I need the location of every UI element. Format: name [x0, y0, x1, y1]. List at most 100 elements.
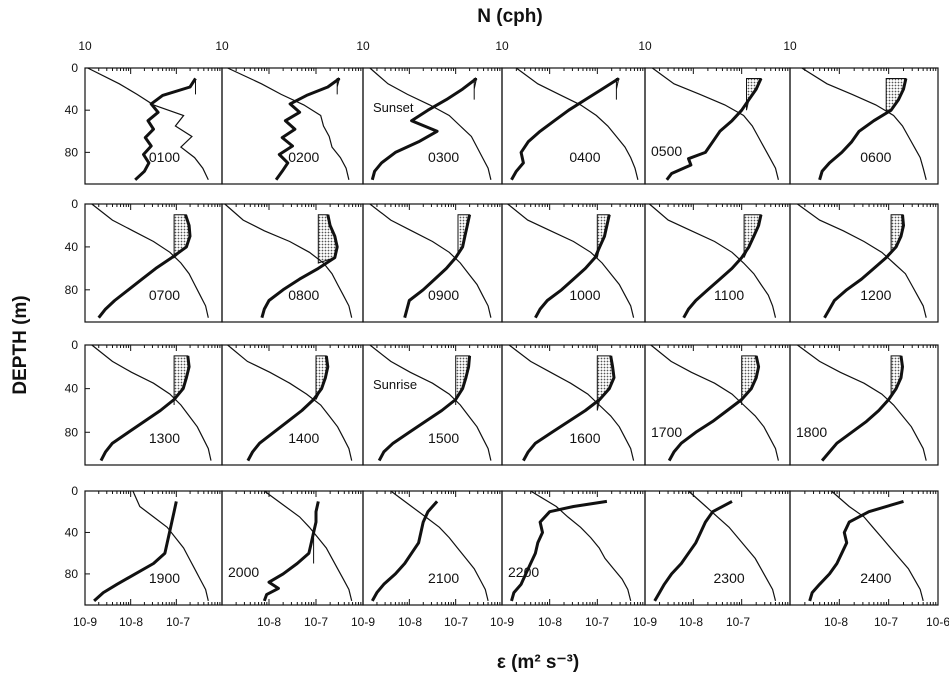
bottom-tick-label: 10-8 [538, 615, 562, 629]
profile-panel: 1200 [789, 203, 939, 323]
tick-labels-layer: 0 40 80 0 40 80 0 40 80 0 40 80 10 10 10 10 10 10 10-9 10-8… [65, 39, 949, 629]
epsilon-profile-line [808, 499, 904, 602]
epsilon-profile-line [522, 355, 616, 462]
top-axis-title: N (cph) [477, 6, 542, 27]
panels-layer: 0100 0200 0300 Sunset 0400 0500 0600 0700 0800 09… [84, 67, 939, 606]
panel-frame [644, 344, 791, 466]
n-profile-line [801, 67, 927, 180]
profile-panel: 0300 Sunset [362, 67, 503, 185]
bottom-tick-label: 10-7 [585, 615, 609, 629]
top-tick-label: 10 [356, 39, 370, 53]
n-profile-line [369, 67, 492, 180]
profile-panel: 1400 [221, 344, 364, 466]
profile-panel: 2200 [501, 490, 646, 606]
n-profile-line [132, 490, 209, 602]
top-tick-label: 10 [495, 39, 509, 53]
n-profile-line [797, 344, 927, 461]
epsilon-profile-line [262, 501, 320, 602]
n-profile-line [224, 203, 353, 318]
epsilon-profile-line [93, 501, 178, 603]
n-profile-line [263, 490, 353, 602]
panel-frame [789, 490, 939, 606]
profile-panel: 2300 [644, 490, 791, 606]
bottom-axis-title: ε (m² s⁻³) [497, 652, 579, 673]
epsilon-profile-line [682, 214, 763, 319]
profile-panel: 0100 [84, 67, 223, 185]
panel-frame [501, 67, 646, 185]
bottom-tick-label: 10-8 [257, 615, 281, 629]
bottom-tick-label: 10-8 [119, 615, 143, 629]
panel-frame [362, 67, 503, 185]
panel-hour-label: 0700 [149, 287, 180, 303]
panel-frame [362, 344, 503, 466]
panel-hour-label: 1400 [288, 430, 319, 446]
depth-tick-label: 40 [65, 382, 79, 396]
panel-frame [789, 67, 939, 185]
panel-hour-label: 2000 [228, 564, 259, 580]
epsilon-profile-line [246, 355, 330, 462]
profile-panel: 1600 [501, 344, 646, 466]
profile-panel: 1800 [789, 344, 939, 466]
panel-hour-label: 1200 [860, 287, 891, 303]
panel-frame [789, 344, 939, 466]
bottom-tick-label: 10-8 [824, 615, 848, 629]
profile-panel: 1000 [501, 203, 646, 323]
epsilon-profile-line [510, 499, 608, 602]
n-profile-line [390, 490, 489, 602]
panel-hour-label: 1700 [651, 424, 682, 440]
panel-hour-label: 2100 [428, 570, 459, 586]
n-profile-line [649, 203, 777, 318]
profile-panel: 0900 [362, 203, 503, 323]
panel-hour-label: 1900 [149, 570, 180, 586]
epsilon-profile-line [818, 78, 908, 181]
n-profile-line [227, 344, 353, 461]
panel-hour-label: 0600 [860, 149, 891, 165]
epsilon-profile-line [370, 500, 439, 602]
panel-frame [644, 67, 791, 185]
panel-hour-label: 2200 [508, 564, 539, 580]
top-tick-label: 10 [215, 39, 229, 53]
n-profile-line [831, 490, 924, 602]
n-profile-line [507, 203, 635, 318]
n-profile-line [227, 67, 350, 180]
n-profile-line [797, 203, 927, 318]
panel-hour-label: 2400 [860, 570, 891, 586]
epsilon-profile-line [534, 214, 611, 319]
panel-hour-label: 0100 [149, 149, 180, 165]
bottom-tick-label: 10-7 [166, 615, 190, 629]
epsilon-profile-line [510, 77, 620, 181]
panel-frame [501, 490, 646, 606]
epsilon-profile-line [97, 214, 192, 319]
panel-frame [789, 203, 939, 323]
depth-tick-label: 80 [65, 425, 79, 439]
profile-panel: 1100 [644, 203, 791, 323]
depth-tick-label: 40 [65, 240, 79, 254]
profile-panel: 0400 [501, 67, 646, 185]
panel-hour-label: 0900 [428, 287, 459, 303]
n-profile-line [651, 67, 779, 180]
n-profile-line [530, 490, 632, 602]
panel-frame [84, 203, 223, 323]
bottom-tick-label: 10-9 [351, 615, 375, 629]
profile-panel: 0500 [644, 67, 791, 185]
epsilon-profile-line [134, 77, 197, 181]
epsilon-profile-line [667, 355, 761, 462]
profile-panel: 0800 [221, 203, 364, 323]
panel-hour-label: 1300 [149, 430, 180, 446]
excess-shading [615, 78, 620, 100]
panel-note-label: Sunset [373, 100, 414, 115]
epsilon-profile-line [403, 214, 472, 319]
depth-tick-label: 0 [71, 197, 78, 211]
depth-tick-label: 80 [65, 567, 79, 581]
n-profile-line [369, 203, 492, 318]
panel-hour-label: 0200 [288, 149, 319, 165]
panel-hour-label: 1800 [796, 424, 827, 440]
panel-hour-label: 0400 [569, 149, 600, 165]
bottom-tick-label: 10-9 [73, 615, 97, 629]
bottom-tick-label: 10-6 [926, 615, 949, 629]
panel-frame [501, 344, 646, 466]
epsilon-profile-line [99, 355, 191, 462]
panel-hour-label: 1600 [569, 430, 600, 446]
epsilon-profile-line [665, 77, 763, 181]
